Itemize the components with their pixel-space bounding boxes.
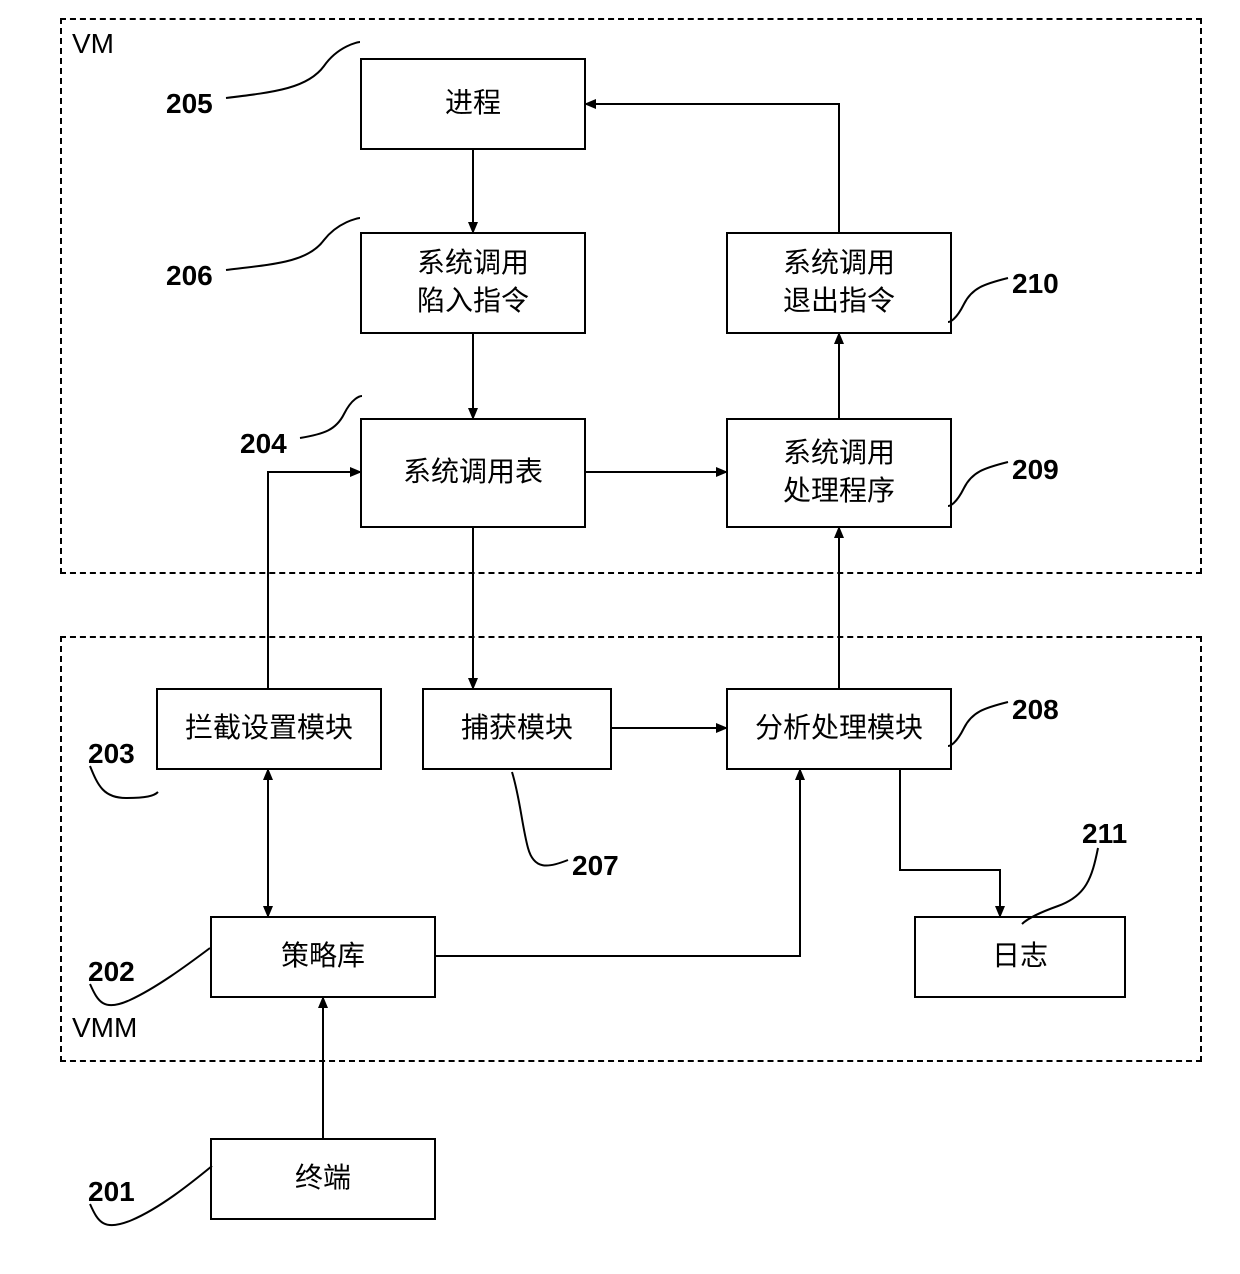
node-analysis-module: 分析处理模块: [726, 688, 952, 770]
refnum-211: 211: [1082, 818, 1127, 850]
node-label-line: 系统调用: [783, 245, 895, 283]
node-terminal: 终端: [210, 1138, 436, 1220]
node-label-line: 处理程序: [783, 473, 895, 511]
node-label-line: 系统调用表: [403, 454, 543, 492]
node-syscall-handler: 系统调用处理程序: [726, 418, 952, 528]
node-label-line: 日志: [992, 938, 1048, 976]
node-process: 进程: [360, 58, 586, 150]
node-label-line: 退出指令: [783, 283, 895, 321]
refnum-206: 206: [166, 260, 213, 292]
vmm-container-label: VMM: [72, 1012, 137, 1044]
refnum-205: 205: [166, 88, 213, 120]
refnum-203: 203: [88, 738, 135, 770]
node-syscall-table: 系统调用表: [360, 418, 586, 528]
node-capture-module: 捕获模块: [422, 688, 612, 770]
node-label-line: 策略库: [281, 938, 365, 976]
diagram-canvas: VM VMM 进程 系统调用陷入指令 系统调用表 系统调用处理程序 系统调用退出…: [0, 0, 1240, 1274]
node-label-line: 分析处理模块: [755, 710, 923, 748]
node-log: 日志: [914, 916, 1126, 998]
node-syscall-trap-instruction: 系统调用陷入指令: [360, 232, 586, 334]
node-label-line: 系统调用: [417, 245, 529, 283]
refnum-207: 207: [572, 850, 619, 882]
node-syscall-exit-instruction: 系统调用退出指令: [726, 232, 952, 334]
vm-container-label: VM: [72, 28, 114, 60]
refnum-201: 201: [88, 1176, 135, 1208]
refnum-210: 210: [1012, 268, 1059, 300]
node-label-line: 捕获模块: [461, 710, 573, 748]
node-intercept-setup-module: 拦截设置模块: [156, 688, 382, 770]
node-policy-store: 策略库: [210, 916, 436, 998]
node-label-line: 终端: [295, 1160, 351, 1198]
node-label-line: 拦截设置模块: [185, 710, 353, 748]
refnum-209: 209: [1012, 454, 1059, 486]
refnum-202: 202: [88, 956, 135, 988]
refnum-204: 204: [240, 428, 287, 460]
node-label-line: 进程: [445, 85, 501, 123]
node-label-line: 陷入指令: [417, 283, 529, 321]
refnum-208: 208: [1012, 694, 1059, 726]
node-label-line: 系统调用: [783, 435, 895, 473]
